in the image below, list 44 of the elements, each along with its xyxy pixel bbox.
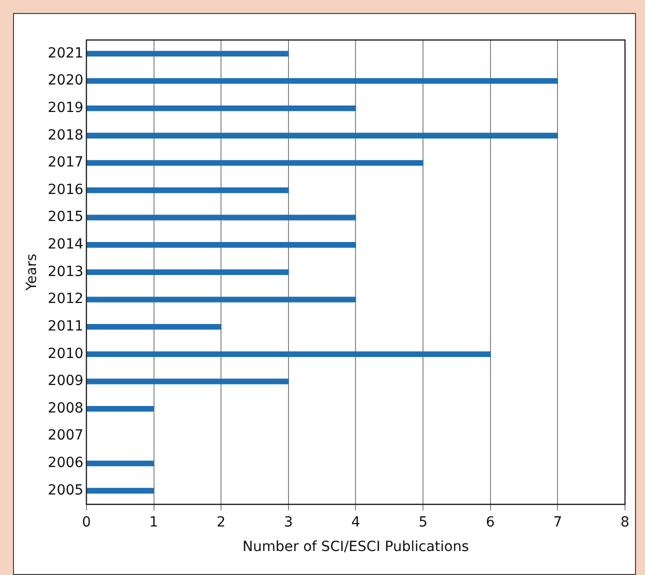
bar: [86, 214, 356, 220]
y-tick-label: 2019: [48, 100, 84, 116]
y-tick-label: 2017: [48, 154, 84, 171]
bar: [86, 296, 356, 302]
x-axis-title: Number of SCI/ESCI Publications: [242, 539, 469, 556]
bar: [86, 187, 289, 194]
bar: [86, 242, 356, 248]
bar: [86, 460, 154, 466]
x-tick-label: 3: [284, 514, 293, 530]
y-tick-label: 2005: [48, 482, 84, 498]
y-tick-label: 2012: [48, 291, 84, 308]
bar: [86, 269, 289, 276]
bar: [86, 488, 154, 494]
y-tick-label: 2010: [48, 346, 84, 362]
y-tick-label: 2009: [48, 373, 84, 390]
y-tick-label: 2006: [48, 455, 84, 472]
x-tick-label: 2: [216, 514, 226, 530]
bar: [86, 78, 558, 84]
x-tick-label: 4: [351, 514, 360, 530]
y-tick-label: 2020: [48, 72, 84, 89]
y-tick-label: 2013: [48, 264, 84, 280]
x-tick-label: 5: [418, 514, 428, 530]
bar: [86, 50, 289, 56]
y-tick-label: 2018: [48, 127, 84, 144]
y-tick-label: 2016: [48, 182, 84, 198]
x-tick-label: 6: [486, 514, 495, 530]
y-tick-label: 2021: [48, 45, 84, 62]
x-tick-label: 0: [82, 514, 91, 530]
x-tick-label: 8: [620, 514, 630, 530]
y-tick-label: 2015: [48, 209, 84, 226]
y-tick-label: 2011: [48, 318, 84, 334]
bar: [86, 351, 491, 357]
y-tick-label: 2014: [48, 236, 84, 253]
bar: [86, 378, 289, 384]
x-tick-label: 1: [149, 514, 158, 530]
bar: [86, 105, 356, 112]
x-tick-label: 7: [553, 514, 562, 530]
y-tick-label: 2008: [48, 400, 84, 416]
y-axis-title: Years: [24, 254, 40, 292]
bar: [86, 406, 154, 412]
bar: [86, 160, 424, 166]
y-tick-label: 2007: [48, 428, 84, 444]
bar: [86, 324, 222, 330]
bar: [86, 132, 558, 138]
